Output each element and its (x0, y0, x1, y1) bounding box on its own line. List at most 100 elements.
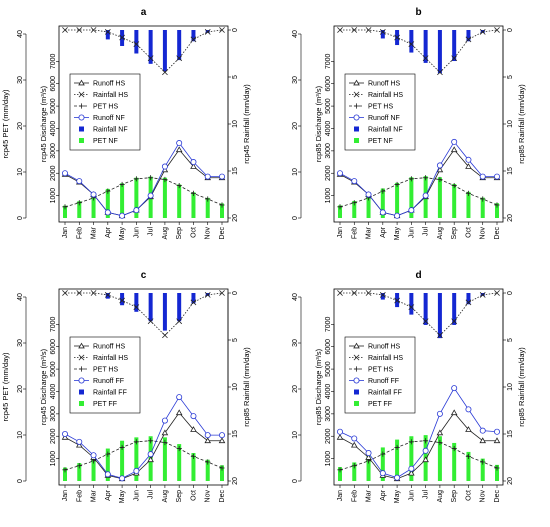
month-label: Mar (91, 226, 98, 239)
month-label: Feb (76, 490, 83, 502)
rainfall-bar (177, 293, 182, 322)
pet-hs-point (465, 453, 472, 459)
legend-swatch (79, 138, 84, 143)
rainfall-bar (452, 293, 457, 325)
month-label: May (119, 227, 126, 241)
runoff-nf-point (204, 173, 211, 180)
pet-bar (466, 451, 471, 481)
rainfall-tick-label: 0 (232, 28, 239, 32)
rainfall-bar (105, 30, 110, 40)
rainfall-hs-point (465, 299, 472, 306)
pet-bar (105, 188, 110, 218)
runoff-hs-point (190, 163, 197, 169)
rainfall-hs-point (408, 41, 415, 47)
rainfall-bar (380, 30, 385, 39)
legend-label: PET FF (368, 401, 392, 408)
runoff-nf-point (90, 191, 97, 198)
pet-bar (191, 192, 196, 218)
pet-tick-label: 10 (17, 431, 24, 439)
rainfall-hs-point (408, 304, 415, 310)
rainfall-bar (134, 30, 139, 54)
discharge-tick-label: 1000 (50, 188, 57, 204)
rainfall-tick-label: 20 (232, 477, 239, 485)
runoff-nf-point (337, 170, 344, 177)
rainfall-bar (437, 293, 442, 339)
pet-bar (409, 436, 414, 481)
runoff-hs-point (408, 469, 415, 476)
rainfall-hs-point (76, 27, 83, 33)
panel-title: b (415, 7, 421, 18)
pet-axis-label: rcp45 PET (mm/day) (1, 89, 10, 159)
month-label: Apr (105, 226, 112, 238)
month-label: Dec (219, 227, 226, 240)
rainfall-bar (134, 293, 139, 312)
legend-label: Rainfall NF (368, 127, 403, 134)
month-label: Jun (408, 227, 415, 238)
pet-bar (395, 182, 400, 218)
pet-tick-label: 20 (17, 385, 24, 393)
rainfall-hs-point (479, 291, 486, 298)
rainfall-axis-label: rcp45 Rainfall (mm/day) (242, 84, 251, 164)
legend-label: Rainfall HS (368, 355, 403, 362)
rainfall-hs-point (219, 27, 225, 33)
pet-bar (495, 203, 499, 218)
legend-swatch (354, 126, 359, 132)
pet-tick-label: 30 (17, 339, 24, 347)
pet-tick-label: 20 (292, 385, 299, 393)
rainfall-tick-label: 15 (232, 167, 239, 175)
pet-hs-point (205, 196, 211, 202)
pet-bar (134, 177, 139, 218)
runoff-nf-point (62, 170, 69, 177)
discharge-tick-label: 1000 (325, 188, 332, 204)
month-label: May (119, 490, 126, 504)
month-label: Jun (133, 227, 140, 238)
month-label: Sep (176, 227, 183, 240)
pet-hs-point (337, 467, 343, 473)
runoff-hs-point (161, 429, 169, 436)
pet-bar (380, 188, 385, 218)
month-label: Jul (423, 227, 430, 236)
pet-hs-point (119, 444, 125, 451)
legend-label: Runoff NF (368, 115, 400, 122)
pet-tick-label: 0 (17, 216, 24, 220)
month-label: Mar (366, 226, 373, 239)
pet-hs-point (176, 445, 182, 452)
legend-swatch (354, 389, 359, 395)
runoff-ff-point (493, 428, 500, 435)
pet-bar (366, 196, 371, 218)
rainfall-tick-label: 5 (507, 338, 514, 342)
discharge-tick-label: 3000 (50, 406, 57, 422)
month-label: Nov (480, 227, 487, 240)
pet-tick-label: 10 (292, 168, 299, 176)
pet-hs-point (62, 204, 68, 210)
rainfall-axis-label: rcp85 Rainfall (mm/day) (242, 347, 251, 427)
month-label: Jan (62, 227, 69, 238)
pet-hs-point (219, 465, 225, 471)
pet-bar (366, 456, 371, 481)
pet-bar (162, 177, 167, 218)
discharge-tick-label: 6000 (50, 339, 57, 355)
rainfall-tick-label: 0 (232, 291, 239, 295)
rainfall-bar (409, 30, 414, 53)
pet-tick-label: 20 (17, 122, 24, 130)
rainfall-bar (466, 293, 471, 305)
rainfall-hs-point (219, 290, 225, 296)
legend-marker (353, 91, 360, 98)
runoff-nf-point (408, 207, 415, 214)
discharge-tick-label: 6000 (50, 76, 57, 92)
rainfall-hs-point (337, 27, 343, 33)
runoff-hs-point (422, 456, 429, 463)
runoff-nf-point (394, 212, 401, 219)
pet-bar (120, 440, 125, 481)
rainfall-hs-line (340, 292, 498, 336)
runoff-hs-point (336, 433, 344, 440)
runoff-hs-point (61, 433, 69, 440)
discharge-tick-label: 4000 (50, 121, 57, 137)
pet-hs-point (62, 467, 68, 473)
pet-bar (177, 184, 182, 218)
pet-axis-label: rcp45 PET (mm/day) (1, 352, 10, 422)
legend-marker (78, 91, 85, 98)
panel-title: c (141, 270, 147, 281)
month-label: Oct (465, 490, 472, 501)
